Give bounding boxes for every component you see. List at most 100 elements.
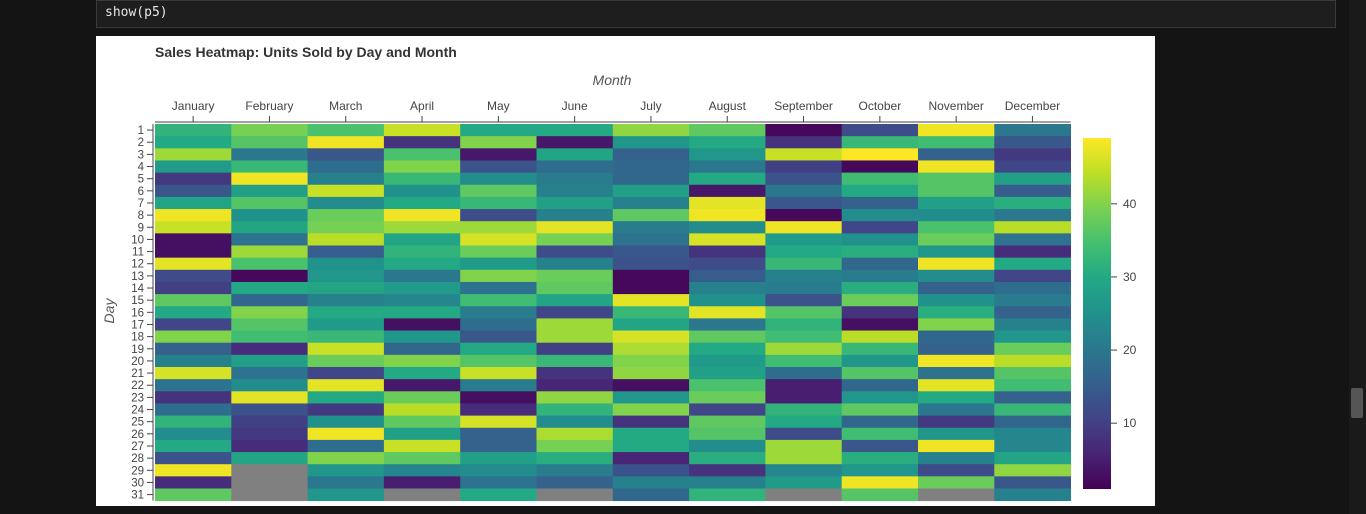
heatmap-cell: [383, 427, 461, 441]
heatmap-cell: [612, 330, 690, 344]
heatmap-cell: [765, 415, 843, 429]
heatmap-cell: [231, 136, 308, 149]
heatmap-cell: [155, 452, 232, 465]
heatmap-cell: [307, 306, 385, 319]
heatmap-cell: [536, 452, 614, 465]
heatmap-cell: [536, 464, 614, 477]
heatmap-cell: [765, 354, 843, 368]
heatmap-cell: [307, 172, 385, 186]
heatmap-cell: [612, 403, 690, 416]
x-tick-label: July: [640, 99, 661, 113]
heatmap-cell: [612, 196, 690, 210]
y-tick-label: 15: [131, 295, 144, 307]
heatmap-cell: [155, 209, 232, 222]
heatmap-cell: [689, 367, 766, 380]
heatmap-cell: [994, 245, 1071, 259]
heatmap-cell: [765, 209, 843, 222]
heatmap-cell: [536, 476, 614, 489]
heatmap-cell: [689, 318, 766, 331]
heatmap-cell: [536, 427, 614, 441]
heatmap-cell: [536, 124, 614, 137]
heatmap-cell: [994, 318, 1071, 331]
heatmap-cell: [689, 257, 766, 271]
heatmap-cell: [231, 221, 308, 234]
heatmap-cell: [841, 196, 919, 210]
y-tick-label: 21: [131, 368, 144, 380]
heatmap-cell: [460, 379, 537, 392]
heatmap-cell: [841, 318, 919, 331]
scroll-thumb[interactable]: [1351, 388, 1363, 418]
heatmap-cell: [918, 427, 995, 441]
heatmap-cell: [841, 245, 919, 259]
heatmap-cell: [841, 476, 919, 489]
heatmap-cell: [841, 172, 919, 186]
colorbar-tick-label: 30: [1123, 270, 1137, 284]
heatmap-cell: [155, 136, 232, 149]
heatmap-cell: [612, 318, 690, 331]
heatmap-cell: [918, 306, 995, 319]
heatmap-cell: [689, 330, 766, 344]
heatmap-cell: [536, 269, 614, 283]
heatmap-cell: [307, 148, 385, 161]
heatmap-cell: [918, 330, 995, 344]
heatmap-cell: [765, 403, 843, 416]
heatmap-cell: [231, 379, 308, 392]
heatmap-cell: [155, 172, 232, 186]
heatmap-cell: [841, 427, 919, 441]
y-tick-label: 25: [131, 417, 144, 429]
code-cell[interactable]: show(p5): [96, 0, 1336, 28]
heatmap-cell: [612, 294, 690, 307]
heatmap-cell: [612, 124, 690, 137]
heatmap-cell: [689, 245, 766, 259]
heatmap-cell: [918, 136, 995, 149]
y-tick-label: 28: [131, 453, 144, 465]
heatmap-cell: [994, 160, 1071, 173]
heatmap-cell: [612, 415, 690, 429]
heatmap-cell: [765, 379, 843, 392]
heatmap-cell: [536, 184, 614, 198]
heatmap-cell: [841, 257, 919, 271]
heatmap-cell: [994, 294, 1071, 307]
heatmap-cell: [536, 403, 614, 416]
y-tick-label: 1: [138, 125, 144, 137]
heatmap-cell: [307, 354, 385, 368]
heatmap-cell: [689, 136, 766, 149]
heatmap-cell: [307, 488, 385, 502]
heatmap-cell: [460, 160, 537, 173]
heatmap-cell: [918, 391, 995, 404]
heatmap-cell: [612, 306, 690, 319]
heatmap-cell: [841, 439, 919, 453]
heatmap-cell: [231, 196, 308, 210]
heatmap-cell: [918, 269, 995, 283]
heatmap-cell: [231, 172, 308, 186]
heatmap-cell: [307, 281, 385, 295]
heatmap-cell: [841, 306, 919, 319]
heatmap-cell: [460, 184, 537, 198]
heatmap-cell: [155, 439, 232, 453]
heatmap-cell: [231, 245, 308, 259]
y-tick-label: 17: [131, 319, 144, 331]
heatmap-cell: [307, 367, 385, 380]
heatmap-cell: [460, 306, 537, 319]
heatmap-cell: [460, 439, 537, 453]
heatmap-cell: [536, 318, 614, 331]
heatmap-cell: [765, 367, 843, 380]
heatmap-cell: [460, 221, 537, 234]
heatmap-cell: [994, 172, 1071, 186]
heatmap-cell: [155, 403, 232, 416]
x-tick-label: November: [928, 99, 983, 113]
heatmap-cell: [994, 184, 1071, 198]
x-tick-label: January: [172, 99, 215, 113]
heatmap-cell: [231, 148, 308, 161]
heatmap-cell: [460, 354, 537, 368]
scrollbar[interactable]: [1349, 0, 1366, 514]
heatmap-cell: [155, 184, 232, 198]
y-tick-label: 22: [131, 380, 144, 392]
heatmap-cell: [994, 306, 1071, 319]
heatmap-cell: [994, 427, 1071, 441]
x-tick-label: March: [329, 99, 362, 113]
heatmap-cell: [612, 233, 690, 246]
heatmap-cell: [841, 464, 919, 477]
x-axis: January February March April May June July Augu…: [155, 99, 1071, 123]
heatmap-cell: [765, 257, 843, 271]
